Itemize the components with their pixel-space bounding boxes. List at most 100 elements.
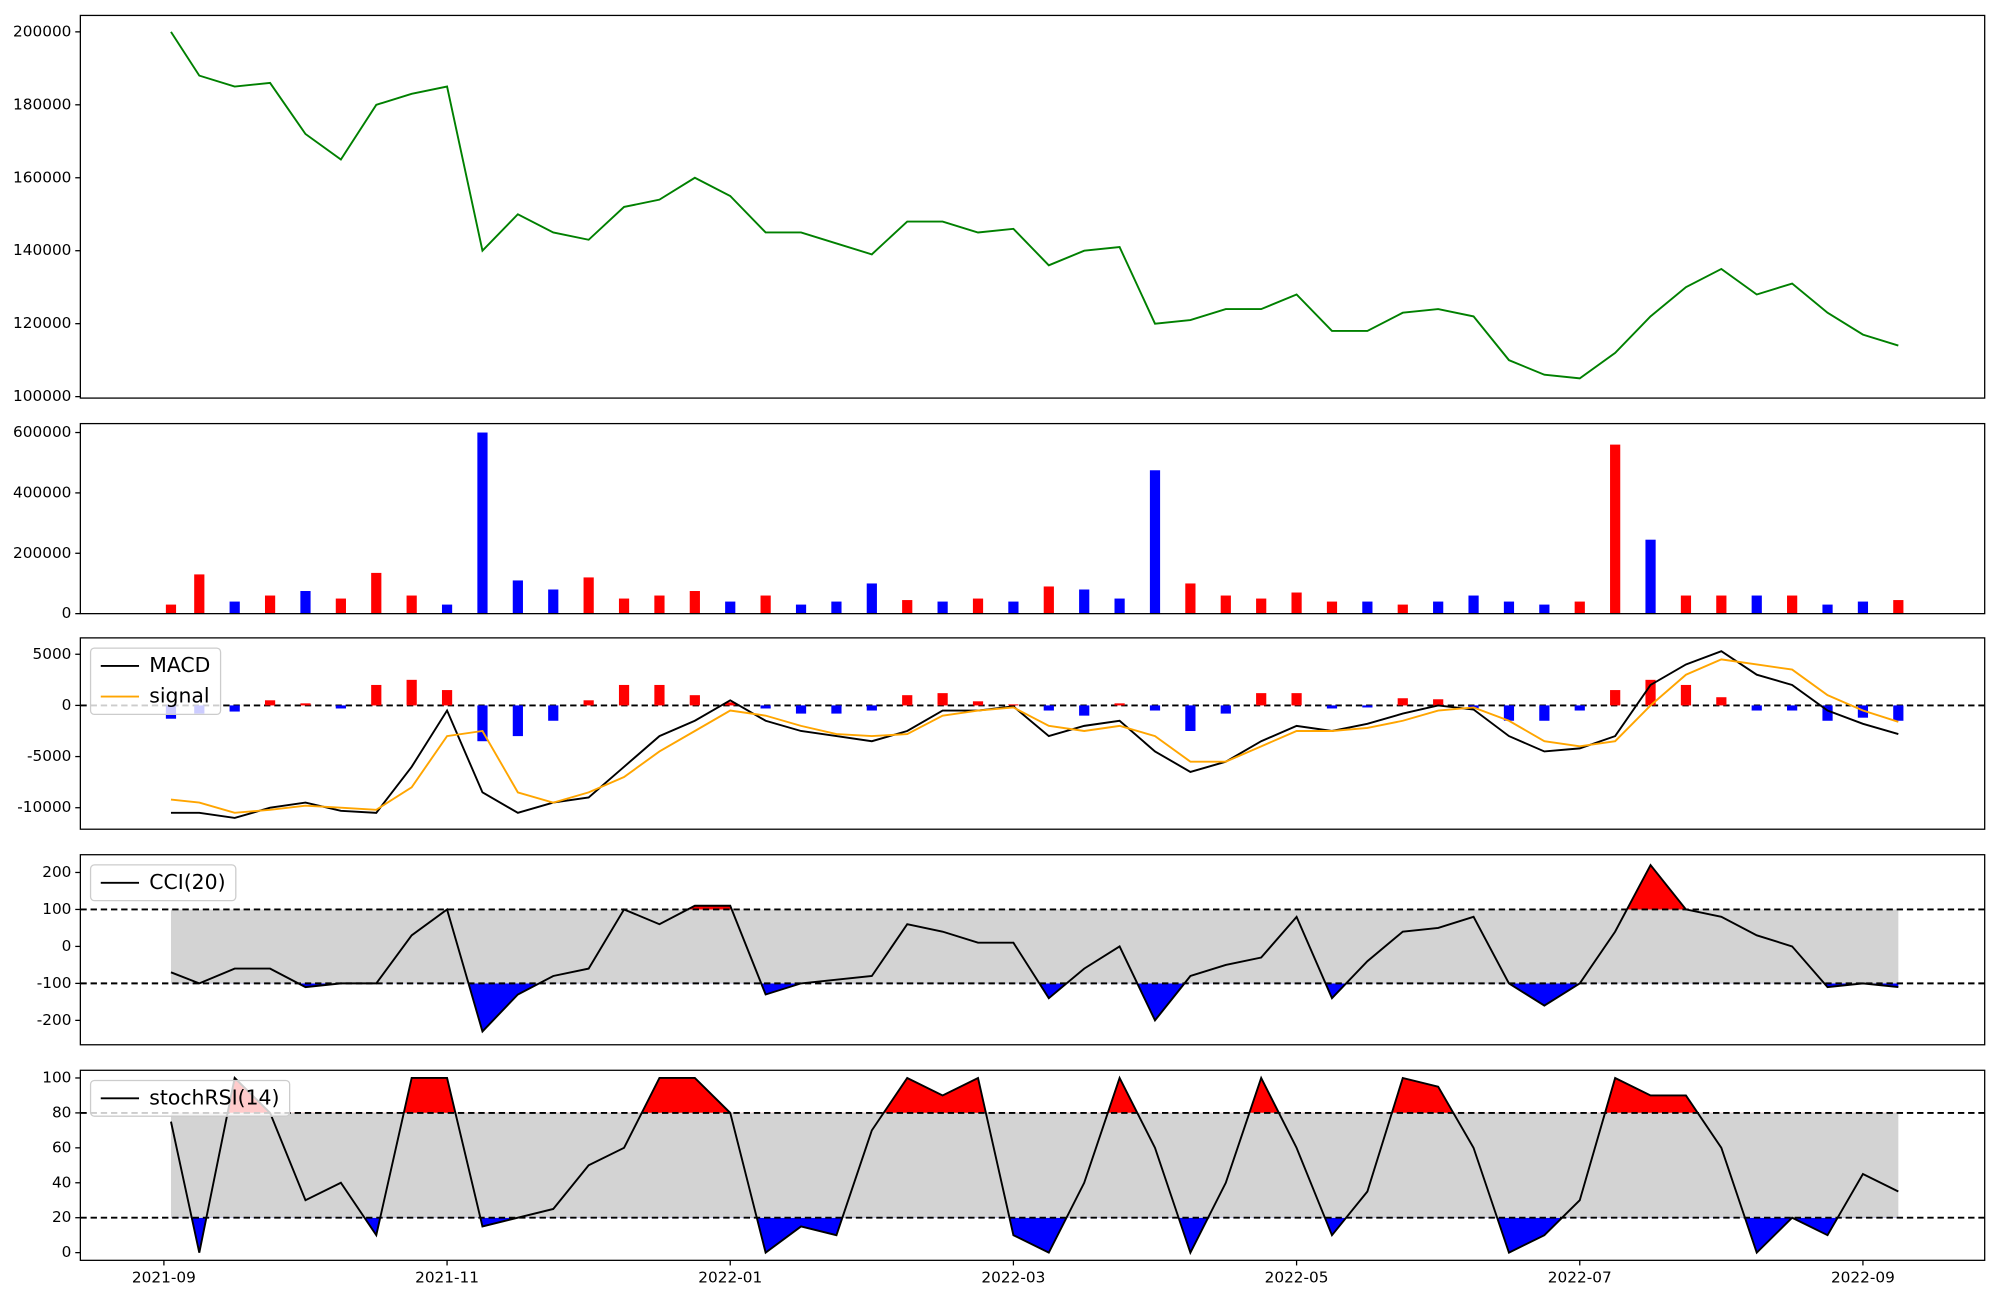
histogram-bar: [1362, 705, 1373, 708]
legend: stochRSI(14): [89, 1079, 291, 1117]
legend-label: signal: [149, 684, 209, 708]
histogram-bar: [441, 690, 453, 706]
legend-label: CCI(20): [149, 870, 225, 894]
histogram-bar: [1822, 705, 1833, 721]
series-line: [170, 650, 1899, 819]
volume-bar: [1574, 601, 1585, 614]
x-tick-label: 2021-09: [132, 1269, 196, 1287]
y-tick-label: 100000: [13, 387, 71, 405]
axes-frame: [79, 422, 1986, 615]
histogram-bar: [1433, 699, 1444, 706]
neutral-band: [170, 909, 1899, 984]
volume-bar: [441, 604, 453, 614]
histogram-bar: [654, 684, 665, 706]
x-tick-label: 2022-05: [1265, 1269, 1329, 1287]
histogram-bar: [512, 705, 523, 737]
histogram-bar: [1043, 705, 1054, 711]
volume-bar: [1397, 604, 1408, 614]
histogram-bar: [1256, 693, 1267, 706]
histogram-bar: [1220, 705, 1231, 714]
plot-area: [165, 432, 1904, 614]
volume-bar: [477, 432, 488, 614]
y-tick-label: 400000: [13, 483, 71, 501]
y-tick-label: -5000: [27, 747, 71, 765]
series-line: [170, 1075, 1899, 1256]
volume-bar: [335, 598, 346, 614]
histogram-bar: [902, 695, 913, 706]
histogram-bar: [972, 701, 984, 706]
volume-bar: [1680, 595, 1692, 614]
x-tick-label: 2022-01: [698, 1269, 762, 1287]
histogram-bar: [1645, 679, 1656, 706]
y-tick-label: 140000: [13, 241, 71, 259]
volume-bar: [1043, 586, 1054, 614]
plot-area: [80, 650, 1985, 819]
x-tick-label: 2022-09: [1831, 1269, 1895, 1287]
volume-bar: [194, 574, 205, 614]
volume-bar: [654, 595, 665, 614]
y-tick-label: 180000: [13, 95, 71, 113]
histogram-bar: [937, 693, 948, 706]
y-tick-label: -100: [37, 974, 72, 992]
x-tick-label: 2021-11: [415, 1269, 479, 1287]
neutral-band: [170, 1112, 1899, 1218]
histogram-bar: [1503, 705, 1515, 721]
volume-bar: [1857, 601, 1869, 614]
volume-bar: [1610, 444, 1621, 614]
y-tick-label: 60: [52, 1138, 71, 1156]
x-tick-label: 2022-03: [981, 1269, 1045, 1287]
volume-bar: [371, 572, 382, 614]
plot-area: [80, 863, 1985, 1034]
histogram-bar: [1185, 705, 1196, 731]
volume-bar: [1256, 598, 1267, 614]
volume-bar: [866, 583, 877, 614]
y-tick-label: -200: [37, 1011, 72, 1029]
histogram-bar: [1610, 690, 1621, 706]
histogram-bar: [1716, 697, 1727, 706]
volume-bar: [1149, 470, 1161, 614]
volume-bar: [165, 604, 177, 614]
series-line: [170, 658, 1899, 814]
histogram-bar: [477, 705, 488, 742]
y-tick-label: 200000: [13, 22, 71, 40]
histogram-bar: [1326, 705, 1338, 709]
histogram-bar: [795, 705, 807, 714]
histogram-bar: [264, 700, 276, 706]
histogram-bar: [1680, 684, 1692, 706]
series-line: [170, 863, 1899, 1034]
y-tick-label: 5000: [32, 645, 71, 663]
y-tick-label: -10000: [17, 798, 71, 816]
axes-frame: [79, 14, 1986, 399]
histogram-bar: [760, 705, 771, 709]
legend-label: stochRSI(14): [149, 1085, 279, 1109]
histogram-bar: [1114, 703, 1125, 706]
volume-bar: [1362, 601, 1373, 614]
volume-bar: [618, 598, 630, 614]
volume-bar: [1893, 600, 1904, 614]
histogram-bar: [583, 700, 594, 706]
volume-bar: [1787, 595, 1798, 614]
histogram-bar: [866, 705, 877, 711]
volume-bar: [1539, 604, 1550, 614]
volume-bar: [300, 591, 311, 614]
histogram-bar: [1787, 705, 1798, 711]
legend-label: MACD: [149, 653, 210, 677]
volume-bar: [1220, 595, 1231, 614]
histogram-bar: [1149, 705, 1161, 711]
volume-bar: [972, 598, 984, 614]
y-tick-label: 160000: [13, 168, 71, 186]
y-tick-label: 200000: [13, 544, 71, 562]
volume-bar: [1008, 601, 1019, 614]
y-tick-label: 0: [62, 1243, 72, 1261]
axes-frame: [79, 637, 1986, 830]
histogram-bar: [1857, 705, 1869, 718]
plot-area: [170, 31, 1899, 380]
axes-frame: [79, 1069, 1986, 1261]
volume-bar: [1645, 539, 1656, 614]
volume-bar: [795, 604, 807, 614]
volume-bar: [1822, 604, 1833, 614]
y-tick-label: 80: [52, 1103, 71, 1121]
histogram-bar: [300, 703, 311, 706]
histogram-bar: [1893, 705, 1904, 721]
